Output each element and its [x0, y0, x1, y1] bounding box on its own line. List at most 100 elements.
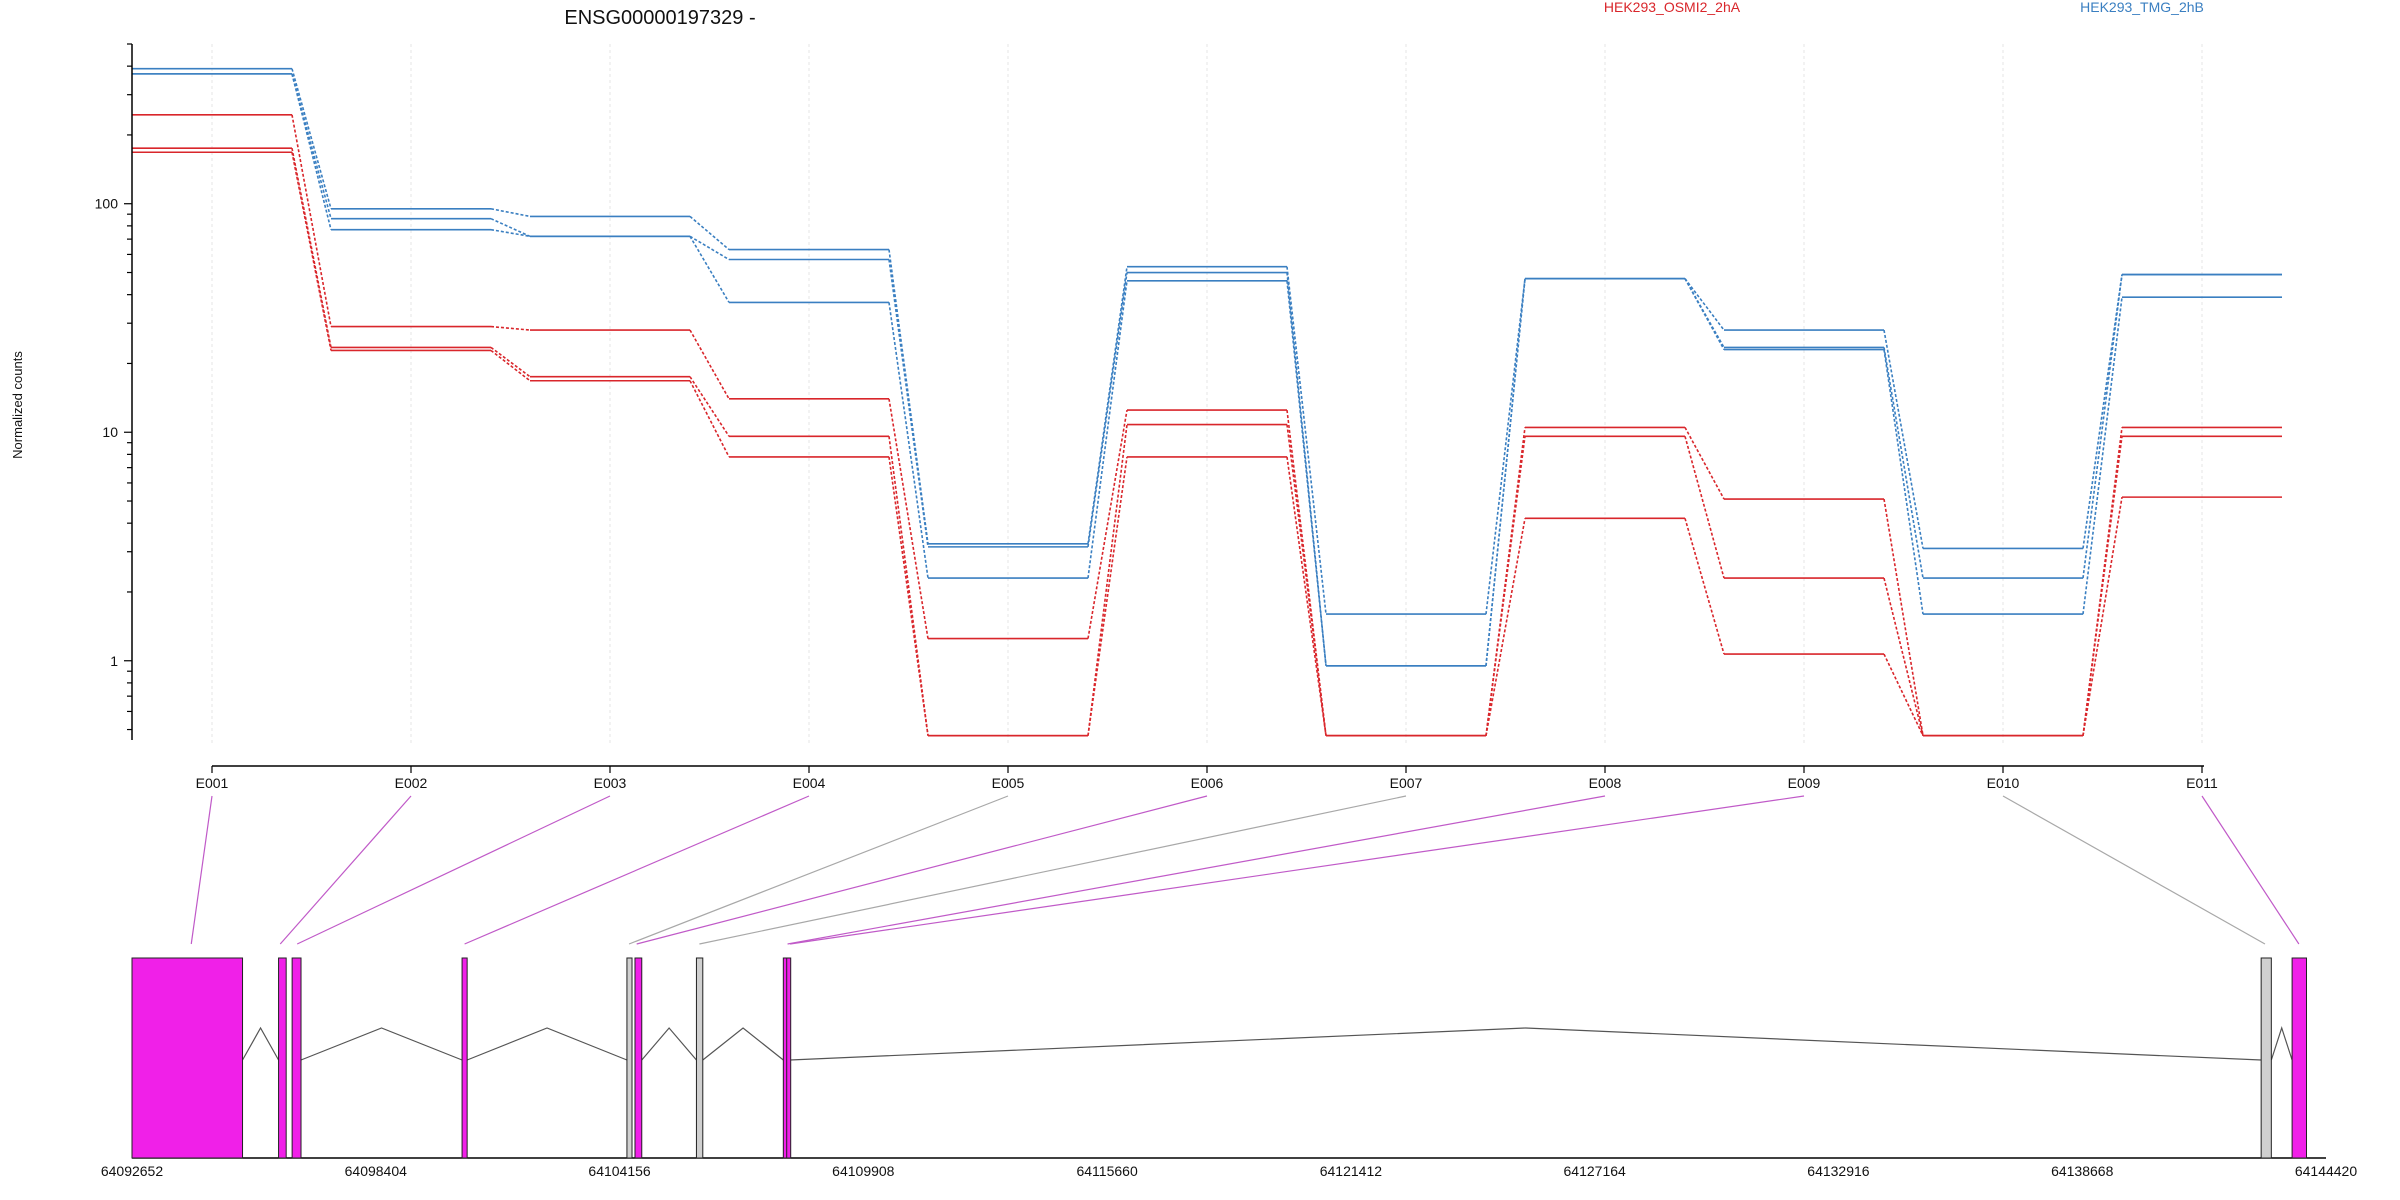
genome-tick-label: 64127164 — [1564, 1163, 1627, 1179]
series-connector — [1286, 456, 1327, 736]
x-tick-label-e007: E007 — [1390, 775, 1423, 791]
genome-tick-label: 64098404 — [345, 1163, 408, 1179]
exon-box-6 — [634, 957, 643, 1159]
series-connector — [1684, 436, 1725, 579]
series-connector — [1087, 266, 1128, 544]
y-tick-label: 1 — [110, 653, 118, 669]
connector-e009 — [790, 795, 1805, 945]
series-connector — [1087, 409, 1128, 639]
series-connector — [1684, 278, 1725, 331]
exon-box-9 — [786, 957, 792, 1159]
series-connector — [689, 376, 730, 437]
series-connector — [1883, 577, 1924, 736]
series-connector — [1286, 409, 1327, 736]
exon-connectors — [190, 795, 2300, 945]
series-connector — [1087, 272, 1128, 547]
series-connector — [291, 114, 332, 327]
series-connector — [1087, 456, 1128, 736]
chart-title: ENSG00000197329 - — [564, 7, 755, 29]
x-tick-label-e003: E003 — [594, 775, 627, 791]
series-connector — [888, 302, 929, 579]
intron-line — [242, 1026, 280, 1061]
series-connector — [2082, 274, 2123, 549]
genome-axis: 64092652 64098404 64104156 64109908 64115660… — [101, 1163, 2358, 1179]
genome-tick-label: 64121412 — [1320, 1163, 1383, 1179]
series-connector — [888, 259, 929, 547]
exon-box-4 — [461, 957, 468, 1159]
series-connector — [1883, 329, 1924, 549]
exon-box-1 — [131, 957, 244, 1159]
series-connector — [1684, 518, 1725, 655]
series-connector — [490, 346, 531, 378]
connector-e008 — [787, 795, 1606, 945]
legend-label-osmi2: HEK293_OSMI2_2hA — [1604, 0, 1741, 15]
genome-tick-label: 64132916 — [1807, 1163, 1870, 1179]
connector-e003 — [296, 795, 611, 945]
intron-line — [641, 1027, 697, 1061]
series-connector — [291, 68, 332, 210]
series-connector — [2082, 497, 2123, 736]
connector-e010 — [2002, 795, 2266, 945]
y-axis-label: Normalized counts — [10, 351, 25, 459]
vertical-gridlines — [211, 44, 2203, 744]
y-tick-label: 10 — [102, 424, 118, 440]
x-tick-label-e008: E008 — [1589, 775, 1622, 791]
series-connector — [689, 215, 730, 251]
genome-tick-label: 64144420 — [2295, 1163, 2358, 1179]
intron-line — [300, 1027, 463, 1061]
series-lines — [132, 67, 2282, 737]
series-connector — [1485, 278, 1526, 615]
series-connector — [490, 228, 531, 238]
series-connector — [689, 329, 730, 400]
x-tick-label-e010: E010 — [1987, 775, 2020, 791]
connector-e006 — [636, 795, 1208, 945]
connector-e004 — [464, 795, 810, 945]
genome-tick-label: 64138668 — [2051, 1163, 2114, 1179]
exon-box-2 — [278, 957, 287, 1159]
genome-tick-label: 64115660 — [1076, 1163, 1137, 1179]
series-connector — [291, 73, 332, 230]
series-connector — [689, 235, 730, 261]
series-connector — [291, 152, 332, 351]
series-connector — [1485, 436, 1526, 736]
series-connector — [1286, 280, 1327, 666]
connector-e002 — [279, 795, 412, 945]
series-connector — [689, 235, 730, 303]
series-connector — [1883, 347, 1924, 579]
x-axis-exons: E001 E002 E003 E004 E005 E006 E007 E008 E009 E010… — [196, 765, 2218, 791]
series-connector — [1485, 518, 1526, 736]
connector-e005 — [628, 795, 1009, 945]
series-connector — [2082, 297, 2123, 615]
connector-e007 — [699, 795, 1407, 945]
intron-line — [2270, 1026, 2293, 1061]
series-connector — [1883, 653, 1924, 737]
series-connector — [2082, 274, 2123, 579]
y-axis: 1 10 100 — [95, 43, 133, 740]
intron-line — [790, 1027, 2262, 1061]
series-connector — [888, 456, 929, 736]
genome-tick-label: 64092652 — [101, 1163, 164, 1179]
genome-tick-label: 64104156 — [588, 1163, 651, 1179]
x-tick-label-e004: E004 — [793, 775, 826, 791]
series-connector — [490, 325, 531, 331]
series-connector — [1684, 278, 1725, 350]
series-connector — [1684, 278, 1725, 348]
intron-line — [702, 1027, 784, 1061]
series-connector — [1286, 266, 1327, 615]
exon-box-10 — [2260, 957, 2272, 1159]
x-tick-label-e005: E005 — [992, 775, 1025, 791]
intron-line — [466, 1027, 628, 1061]
series-connector — [2082, 436, 2123, 736]
series-connector — [689, 380, 730, 458]
exon-box-3 — [291, 957, 302, 1159]
series-connector — [1684, 427, 1725, 500]
exon-box-7 — [695, 957, 704, 1159]
series-3 — [132, 73, 2282, 667]
series-connector — [888, 398, 929, 639]
x-tick-label-e011: E011 — [2186, 775, 2218, 791]
series-5 — [132, 147, 2282, 737]
y-tick-label: 100 — [95, 196, 119, 212]
x-tick-label-e009: E009 — [1788, 775, 1821, 791]
connector-e001 — [190, 795, 213, 945]
